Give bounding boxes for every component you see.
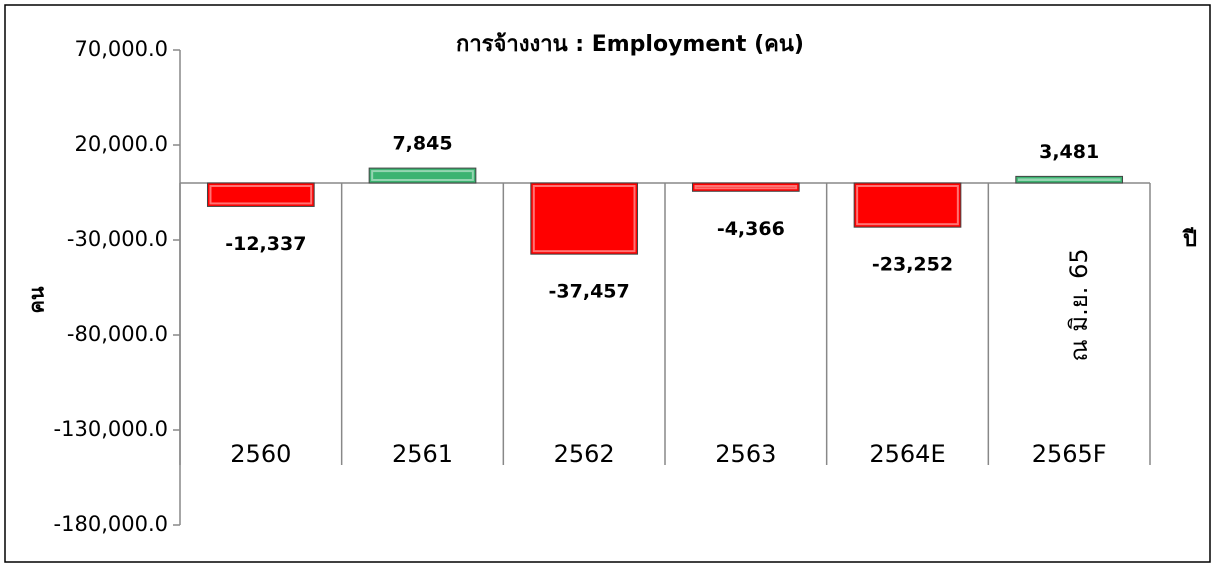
bar-bevel <box>532 185 636 253</box>
value-label: -37,457 <box>549 281 630 303</box>
bar <box>530 182 639 255</box>
bar-bevel <box>1017 178 1121 181</box>
x-tick-label: 2561 <box>392 440 453 468</box>
annotation: ณ มิ.ย. 65 <box>1065 248 1093 361</box>
chart-frame <box>4 4 1211 563</box>
y-axis-label: คน <box>25 286 49 313</box>
bar-bevel <box>694 185 798 190</box>
value-label: -12,337 <box>225 233 306 255</box>
x-tick-label: 2560 <box>230 440 291 468</box>
bar <box>853 182 962 228</box>
bar <box>206 182 315 207</box>
bar-bevel <box>371 170 474 181</box>
value-label: 7,845 <box>392 133 452 155</box>
x-tick-label: 2563 <box>715 440 776 468</box>
x-axis-label: ปี <box>1182 227 1197 252</box>
x-tick-label: 2562 <box>554 440 615 468</box>
bar <box>368 167 477 184</box>
bar <box>691 182 800 192</box>
y-tick-label: -30,000.0 <box>67 227 168 251</box>
y-tick-label: -80,000.0 <box>67 322 168 346</box>
y-tick-label: -180,000.0 <box>54 512 168 536</box>
chart-title: การจ้างงาน : Employment (คน) <box>456 32 804 57</box>
y-tick-label: 20,000.0 <box>74 132 168 156</box>
x-tick-label: 2565F <box>1032 440 1107 468</box>
x-tick-label: 2564E <box>869 440 945 468</box>
bar-bevel <box>209 185 313 205</box>
y-tick-label: -130,000.0 <box>54 417 168 441</box>
value-label: -4,366 <box>717 218 785 240</box>
y-tick-label: 70,000.0 <box>74 37 168 61</box>
bar-bevel <box>856 185 959 226</box>
bar <box>1015 175 1124 184</box>
value-label: 3,481 <box>1039 141 1099 163</box>
value-label: -23,252 <box>872 254 953 276</box>
